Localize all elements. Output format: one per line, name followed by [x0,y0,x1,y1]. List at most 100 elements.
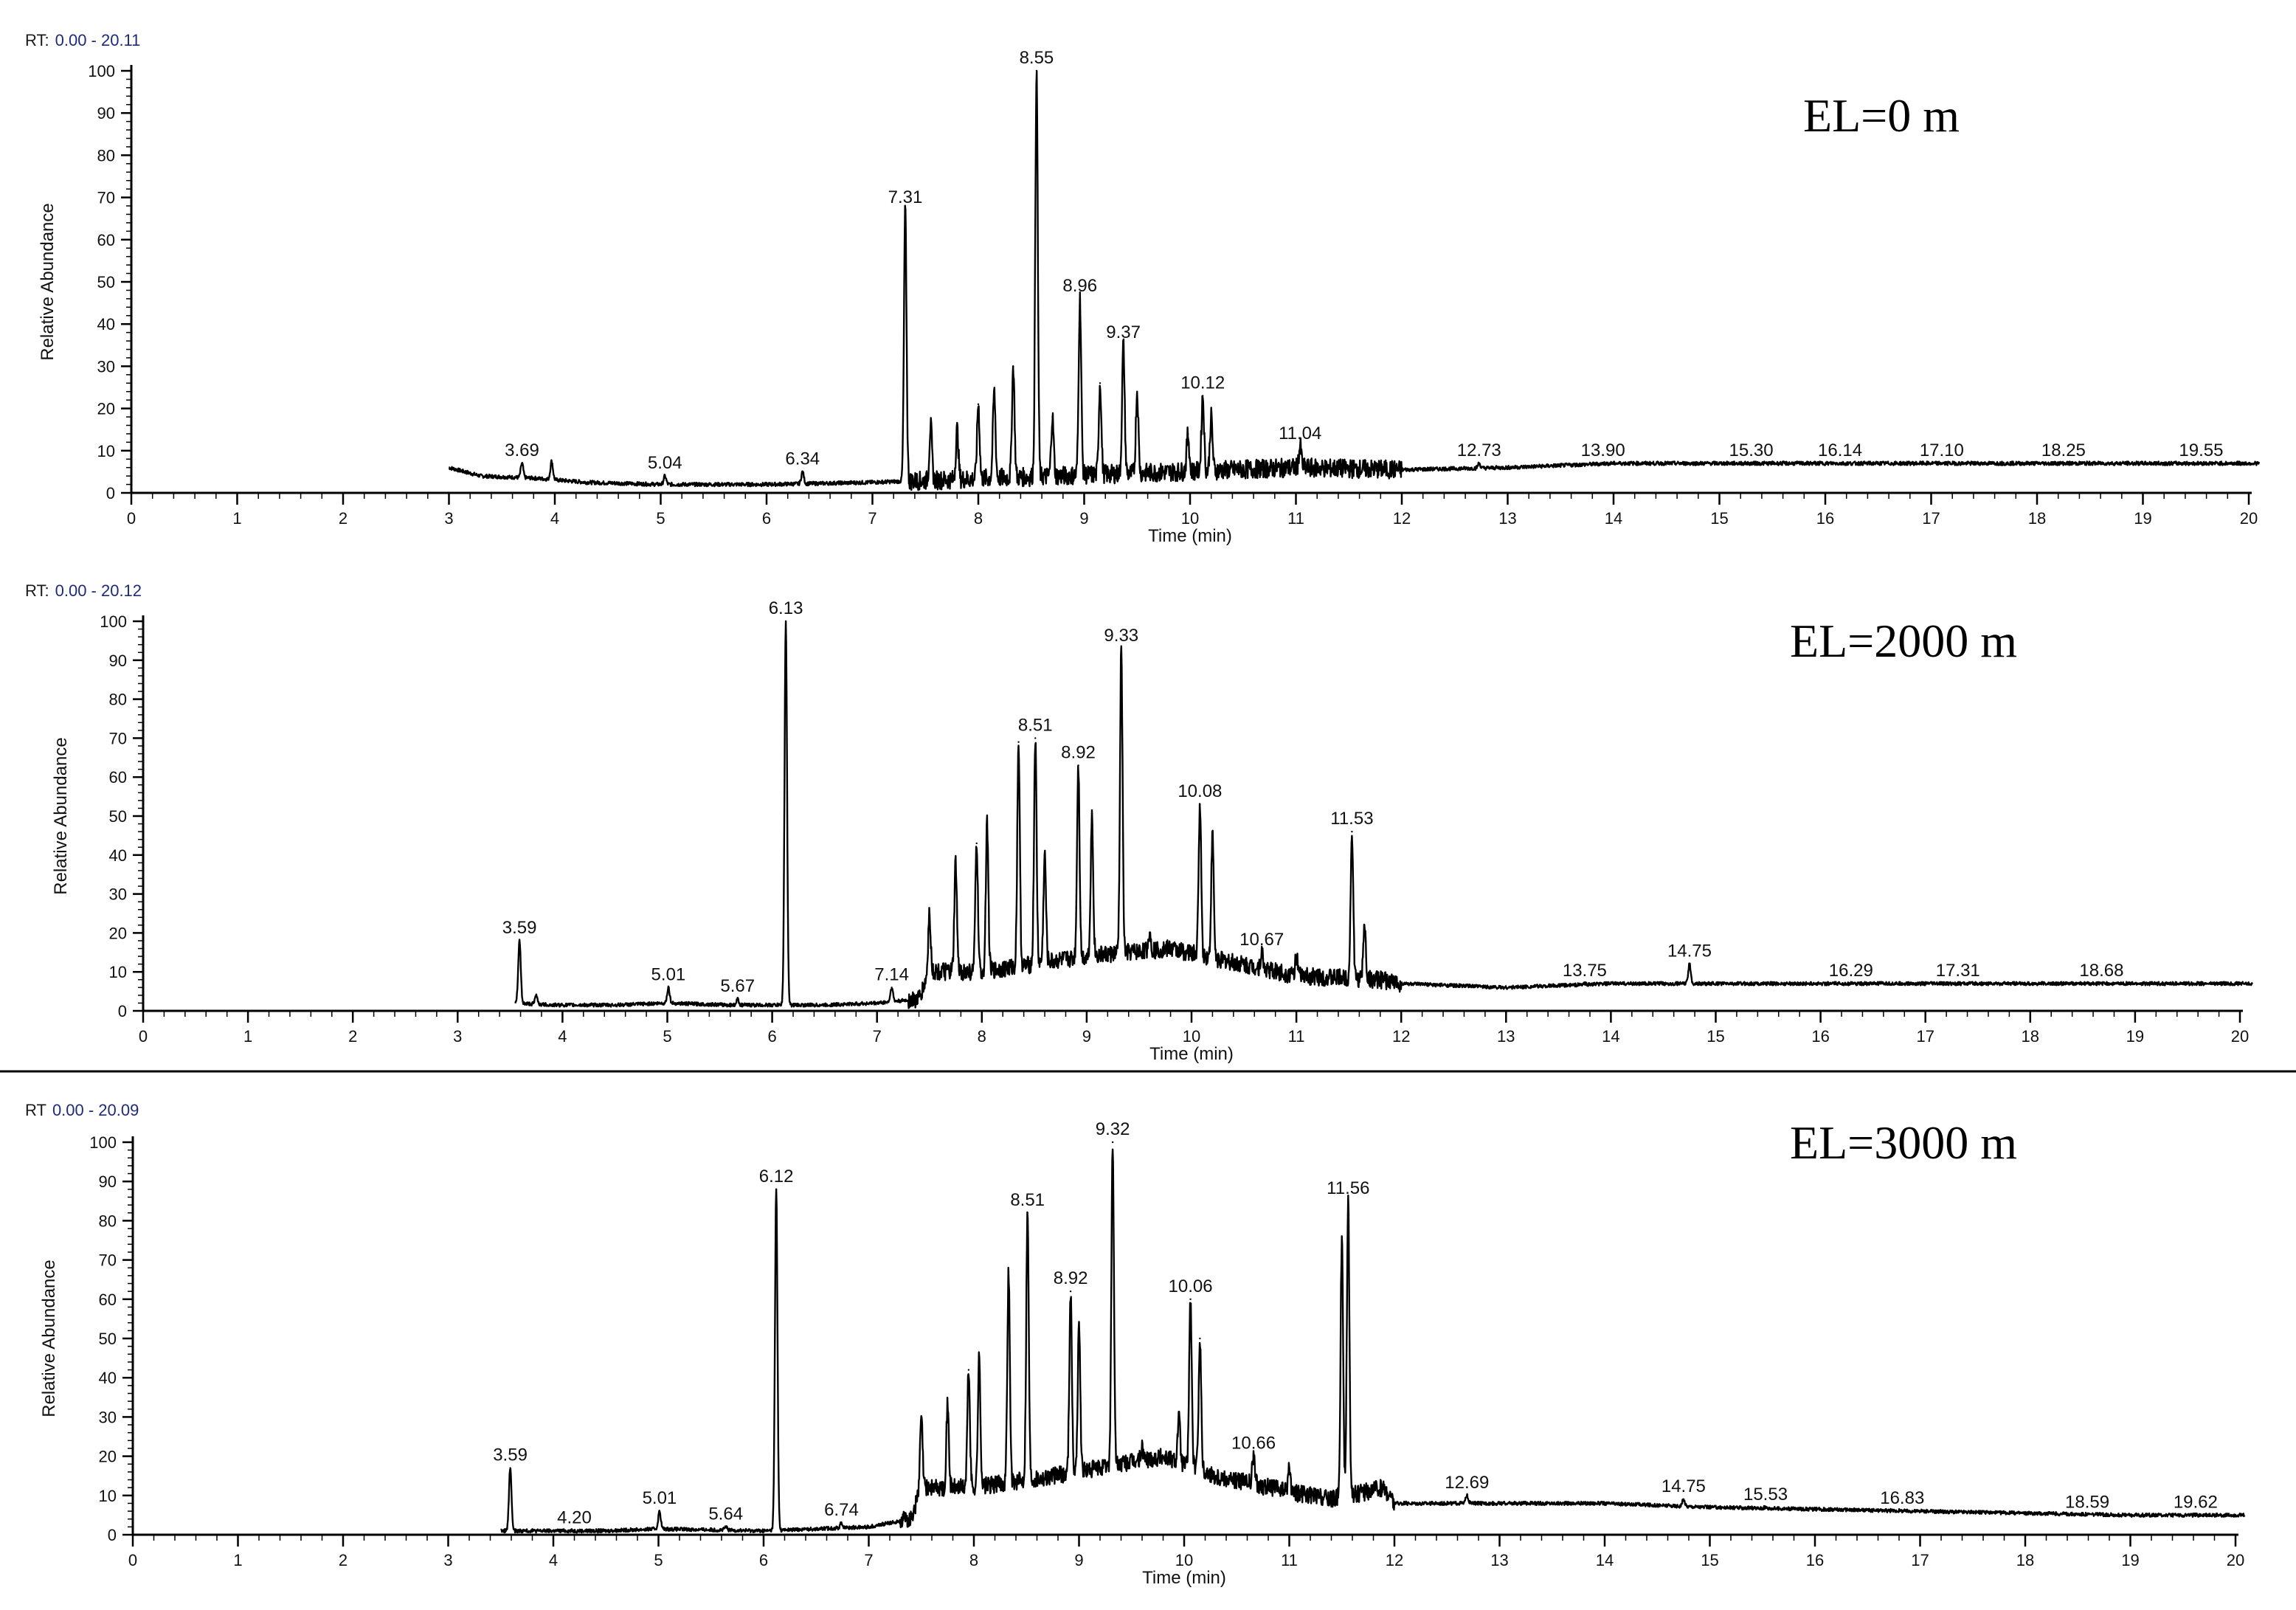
y-tick-label: 60 [109,768,127,787]
x-tick-label: 13 [1490,1551,1508,1569]
peak-label: 9.33 [1104,626,1138,646]
x-tick-label: 9 [1074,1551,1083,1569]
peak-label: 11.56 [1327,1178,1369,1198]
peak-apex [1077,764,1079,767]
rt-range: 0.00 - 20.11 [55,31,141,49]
chromatogram-trace [514,620,2253,1009]
peak-apex [1839,462,1842,465]
peak-apex [1026,1212,1028,1214]
peak-label: 11.04 [1279,424,1321,443]
y-axis-title: Relative Abundance [39,1260,59,1417]
x-tick-label: 1 [233,1551,242,1569]
peak-label: 18.59 [2065,1492,2109,1512]
peak-label: 15.53 [1743,1485,1788,1504]
x-tick-label: 6 [762,509,771,528]
y-tick-label: 80 [99,1212,117,1230]
peak-label: 6.13 [769,598,803,618]
x-tick-label: 14 [1596,1551,1614,1569]
x-tick-label: 18 [2022,1027,2039,1046]
peak-apex [518,939,521,942]
condition-label: EL=3000 m [1790,1116,2017,1169]
peak-label: 19.55 [2179,440,2223,460]
y-tick-label: 40 [99,1369,117,1387]
x-tick-label: 8 [969,1551,978,1569]
y-tick-label: 80 [97,146,115,165]
peak-apex [1466,1494,1468,1497]
y-tick-label: 50 [109,807,127,826]
peak-label: 10.66 [1231,1434,1276,1454]
y-tick-label: 0 [106,484,115,502]
x-tick-label: 8 [974,509,983,528]
x-tick-label: 11 [1287,509,1304,528]
y-tick-label: 70 [99,1251,117,1270]
x-tick-label: 10 [1183,1027,1200,1046]
peak-label: 10.08 [1178,781,1222,801]
peak-apex [975,842,978,845]
rt-prefix: RT: [25,581,49,600]
condition-label: EL=0 m [1803,89,1960,142]
peak-apex [1211,835,1214,837]
y-tick-label: 100 [100,612,127,631]
y-tick-label: 10 [97,442,115,460]
peak-label: 4.20 [557,1508,592,1528]
peak-apex [1750,462,1752,465]
x-tick-label: 4 [550,509,559,528]
peak-label: 16.29 [1829,961,1873,981]
peak-apex [1012,365,1014,367]
peak-label: 5.04 [648,453,682,473]
x-tick-label: 18 [2016,1551,2034,1569]
peak-apex [784,620,787,623]
peak-apex [1189,1298,1192,1301]
peak-label: 6.12 [759,1167,794,1186]
x-tick-label: 6 [767,1027,776,1046]
y-tick-label: 10 [99,1487,117,1505]
x-tick-label: 10 [1175,1551,1193,1569]
peak-label: 10.12 [1180,373,1225,393]
x-tick-label: 16 [1806,1551,1824,1569]
x-tick-label: 5 [663,1027,671,1046]
peak-apex [1688,963,1691,965]
peak-apex [1261,951,1263,954]
x-tick-label: 18 [2028,509,2046,528]
peak-apex [1299,445,1301,448]
y-tick-label: 90 [109,652,127,670]
y-tick-label: 20 [99,1448,117,1466]
peak-apex [2194,1514,2197,1516]
y-axis-title: Relative Abundance [51,737,71,895]
peak-label: 8.92 [1054,1268,1088,1288]
y-tick-label: 100 [88,62,115,80]
peak-label: 14.75 [1667,942,1712,961]
peak-label: 16.14 [1818,440,1862,460]
peak-label: 13.75 [1563,961,1607,981]
x-tick-label: 15 [1701,1551,1718,1569]
x-tick-label: 20 [2240,509,2258,528]
y-tick-label: 10 [109,963,127,981]
y-tick-label: 20 [97,400,115,418]
condition-label: EL=2000 m [1790,615,2017,667]
x-axis-title: Time (min) [1149,1044,1234,1064]
peak-apex [667,987,670,989]
peak-apex [920,1416,922,1418]
x-tick-label: 10 [1181,509,1199,528]
peak-apex [2200,462,2202,465]
peak-apex [1034,737,1037,739]
peak-label: 14.75 [1662,1476,1706,1496]
peak-apex [658,1510,661,1513]
peak-apex [1178,1416,1180,1418]
x-tick-label: 16 [1811,1027,1829,1046]
peak-apex [1210,415,1212,418]
y-tick-label: 70 [97,189,115,207]
peak-label: 11.53 [1330,809,1373,829]
x-tick-label: 2 [339,509,347,528]
y-tick-label: 100 [89,1133,117,1152]
peak-label: 9.32 [1096,1119,1130,1139]
peak-apex [573,1530,575,1532]
x-tick-label: 8 [978,1027,986,1046]
y-tick-label: 60 [99,1291,117,1309]
peak-apex [775,1188,778,1191]
peak-apex [1017,741,1020,743]
peak-apex [1099,382,1102,384]
